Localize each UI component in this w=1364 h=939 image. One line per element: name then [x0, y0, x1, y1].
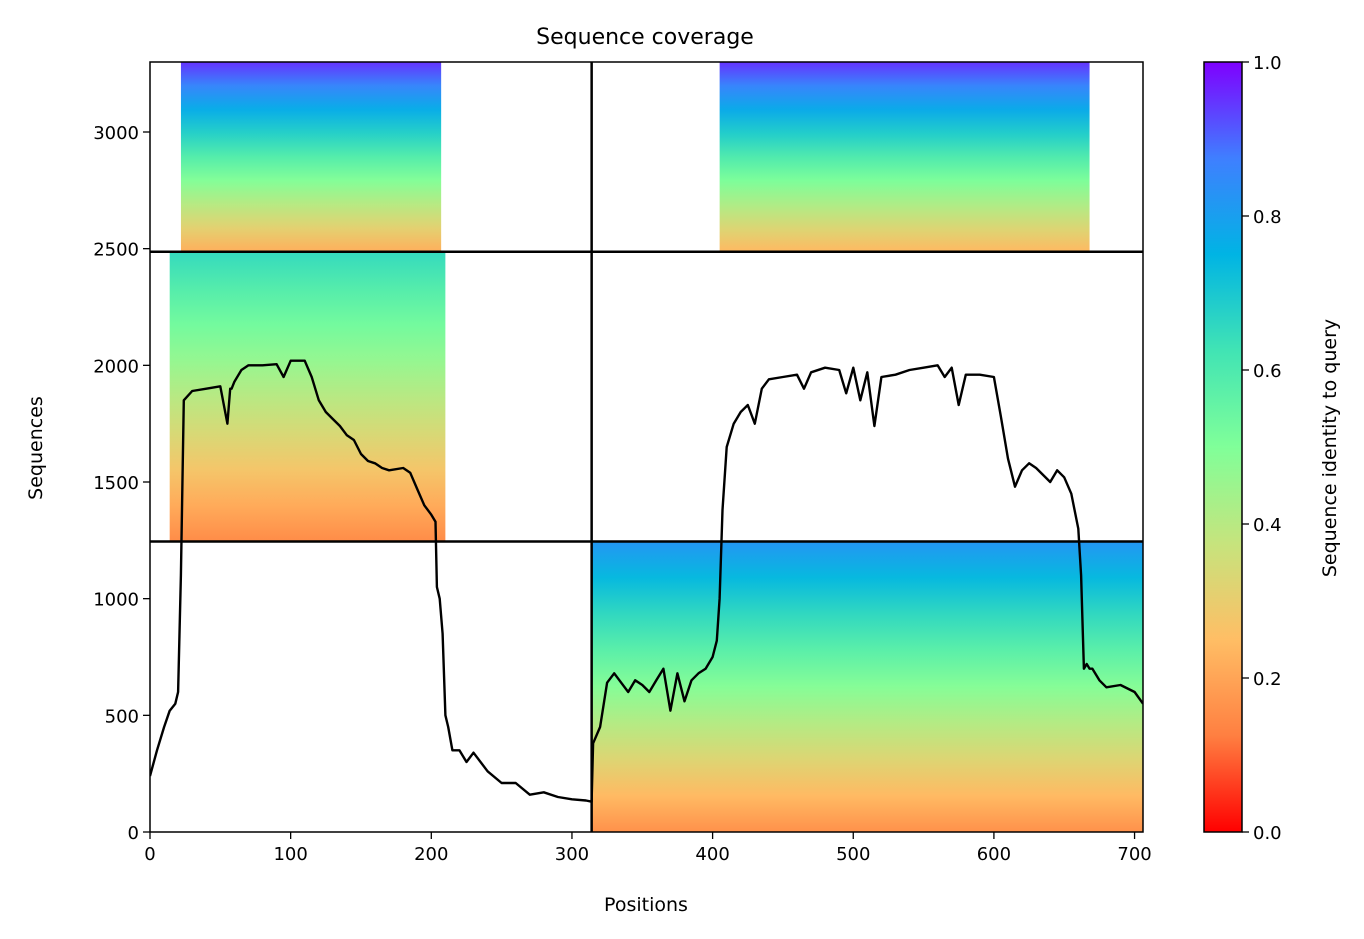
y-tick-label: 1000: [93, 590, 139, 611]
x-tick-label: 400: [695, 844, 729, 865]
x-axis-ticks: 0 100 200 300 400 500 600 700: [144, 832, 1152, 865]
coverage-block-middle-left: [169, 251, 446, 542]
y-tick-label: 0: [128, 823, 139, 844]
coverage-blocks: [169, 62, 1143, 832]
chart-title: Sequence coverage: [536, 25, 754, 50]
x-tick-label: 300: [555, 844, 589, 865]
coverage-block-top-right: [719, 62, 1090, 252]
coverage-block-bottom-right: [591, 541, 1143, 832]
y-tick-label: 2500: [93, 240, 139, 261]
x-tick-label: 0: [144, 844, 155, 865]
coverage-block-top-left: [180, 62, 442, 252]
colorbar-gradient: [1204, 62, 1242, 832]
y-tick-label: 500: [105, 706, 139, 727]
y-tick-label: 1500: [93, 473, 139, 494]
colorbar-tick-label: 0.0: [1253, 823, 1282, 844]
y-tick-label: 2000: [93, 356, 139, 377]
colorbar-ticks: 0.0 0.2 0.4 0.6 0.8 1.0: [1242, 53, 1282, 844]
coverage-line-layer: [150, 359, 1143, 803]
y-axis-label: Sequences: [25, 396, 47, 500]
y-axis-ticks: 0 500 1000 1500 2000 2500 3000: [93, 123, 150, 844]
x-tick-label: 700: [1117, 844, 1151, 865]
colorbar-tick-label: 0.4: [1253, 515, 1282, 536]
colorbar-tick-label: 0.2: [1253, 669, 1282, 690]
x-tick-label: 100: [273, 844, 307, 865]
x-tick-label: 200: [414, 844, 448, 865]
colorbar-tick-label: 0.6: [1253, 361, 1282, 382]
x-tick-label: 600: [977, 844, 1011, 865]
y-tick-label: 3000: [93, 123, 139, 144]
colorbar: 0.0 0.2 0.4 0.6 0.8 1.0 Sequence identity to …: [1203, 53, 1341, 844]
dividers: [150, 62, 1143, 832]
coverage-line: [150, 359, 1143, 803]
colorbar-tick-label: 0.8: [1253, 207, 1282, 228]
colorbar-label: Sequence identity to query: [1319, 319, 1341, 577]
x-axis-label: Positions: [604, 894, 688, 916]
colorbar-tick-label: 1.0: [1253, 53, 1282, 74]
x-tick-label: 500: [836, 844, 870, 865]
plot-frame: [149, 61, 1144, 833]
colorbar-frame: [1203, 61, 1243, 833]
plot-area: [149, 61, 1144, 833]
